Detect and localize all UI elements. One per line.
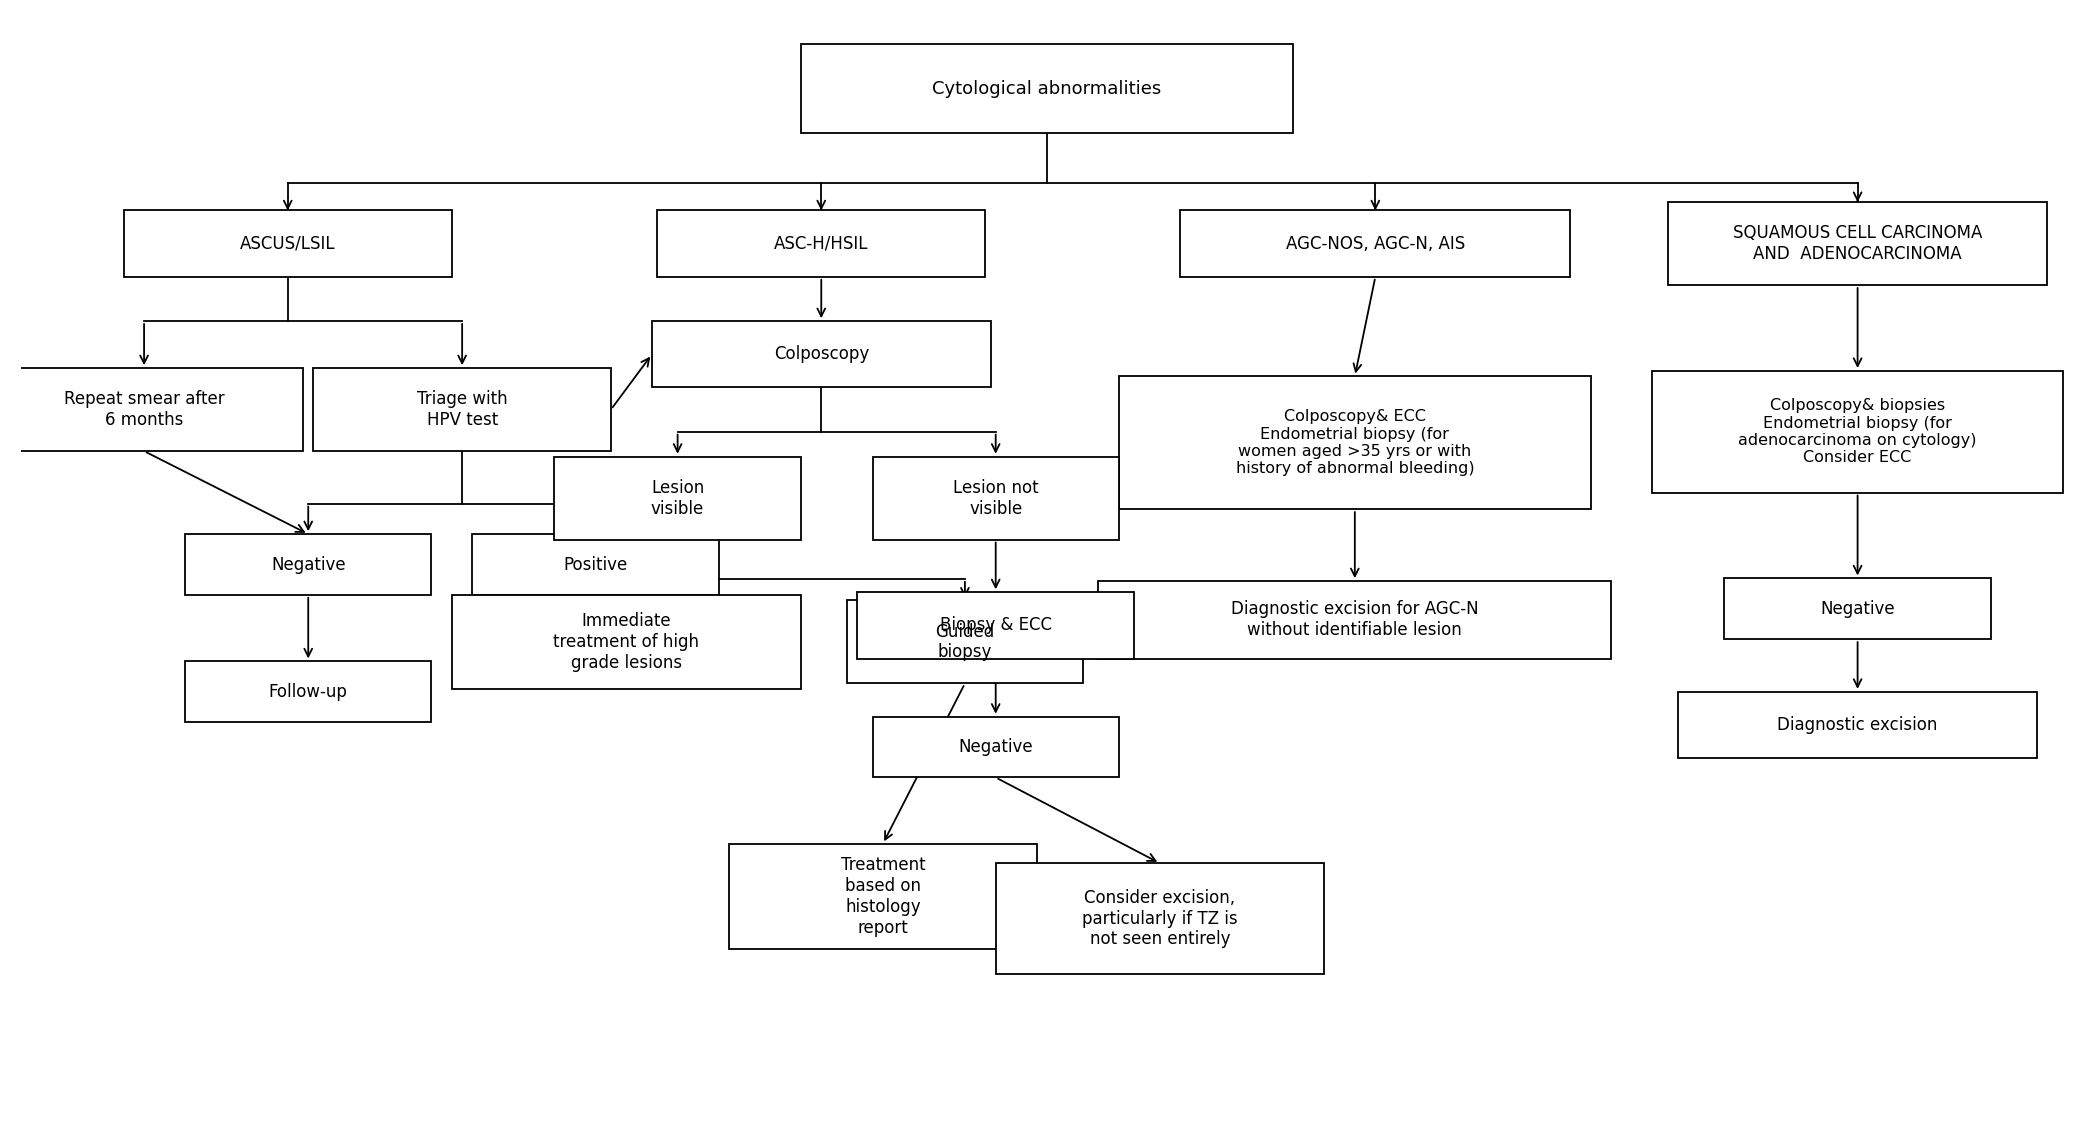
FancyBboxPatch shape <box>0 368 304 452</box>
FancyBboxPatch shape <box>856 592 1135 658</box>
Text: Colposcopy& biopsies
Endometrial biopsy (for
adenocarcinoma on cytology)
Conside: Colposcopy& biopsies Endometrial biopsy … <box>1738 399 1977 465</box>
FancyBboxPatch shape <box>658 210 986 277</box>
FancyBboxPatch shape <box>651 321 990 387</box>
Text: Treatment
based on
histology
report: Treatment based on histology report <box>840 856 926 937</box>
FancyBboxPatch shape <box>729 843 1037 949</box>
Text: SQUAMOUS CELL CARCINOMA
AND  ADENOCARCINOMA: SQUAMOUS CELL CARCINOMA AND ADENOCARCINO… <box>1734 225 1983 263</box>
Text: Consider excision,
particularly if TZ is
not seen entirely: Consider excision, particularly if TZ is… <box>1083 889 1238 948</box>
Text: Biopsy & ECC: Biopsy & ECC <box>940 616 1051 634</box>
FancyBboxPatch shape <box>1677 692 2037 759</box>
FancyBboxPatch shape <box>873 717 1118 778</box>
FancyBboxPatch shape <box>452 595 800 689</box>
FancyBboxPatch shape <box>555 456 800 540</box>
FancyBboxPatch shape <box>1652 370 2063 492</box>
FancyBboxPatch shape <box>314 368 611 452</box>
FancyBboxPatch shape <box>1723 578 1991 639</box>
FancyBboxPatch shape <box>124 210 452 277</box>
Text: Repeat smear after
6 months: Repeat smear after 6 months <box>63 391 224 429</box>
FancyBboxPatch shape <box>800 44 1294 133</box>
Text: Lesion
visible: Lesion visible <box>651 479 704 517</box>
Text: Immediate
treatment of high
grade lesions: Immediate treatment of high grade lesion… <box>553 612 699 672</box>
Text: Negative: Negative <box>959 738 1032 756</box>
Text: Positive: Positive <box>563 555 628 574</box>
FancyBboxPatch shape <box>473 534 718 595</box>
FancyBboxPatch shape <box>1099 581 1612 658</box>
FancyBboxPatch shape <box>1118 376 1591 509</box>
FancyBboxPatch shape <box>1667 202 2048 286</box>
Text: Cytological abnormalities: Cytological abnormalities <box>932 80 1162 98</box>
FancyBboxPatch shape <box>184 534 431 595</box>
Text: Negative: Negative <box>1820 599 1895 618</box>
Text: Guided
biopsy: Guided biopsy <box>936 622 995 662</box>
FancyBboxPatch shape <box>1181 210 1570 277</box>
Text: Triage with
HPV test: Triage with HPV test <box>417 391 507 429</box>
Text: ASC-H/HSIL: ASC-H/HSIL <box>775 235 869 253</box>
Text: AGC-NOS, AGC-N, AIS: AGC-NOS, AGC-N, AIS <box>1286 235 1466 253</box>
Text: Lesion not
visible: Lesion not visible <box>953 479 1039 517</box>
Text: Diagnostic excision: Diagnostic excision <box>1778 716 1937 734</box>
FancyBboxPatch shape <box>997 864 1323 974</box>
Text: Diagnostic excision for AGC-N
without identifiable lesion: Diagnostic excision for AGC-N without id… <box>1231 601 1478 639</box>
Text: Negative: Negative <box>270 555 346 574</box>
Text: Colposcopy& ECC
Endometrial biopsy (for
women aged >35 yrs or with
history of ab: Colposcopy& ECC Endometrial biopsy (for … <box>1235 409 1474 476</box>
Text: Follow-up: Follow-up <box>268 683 348 701</box>
Text: ASCUS/LSIL: ASCUS/LSIL <box>241 235 335 253</box>
Text: Colposcopy: Colposcopy <box>773 345 869 364</box>
FancyBboxPatch shape <box>846 601 1083 683</box>
FancyBboxPatch shape <box>873 456 1118 540</box>
FancyBboxPatch shape <box>184 662 431 723</box>
